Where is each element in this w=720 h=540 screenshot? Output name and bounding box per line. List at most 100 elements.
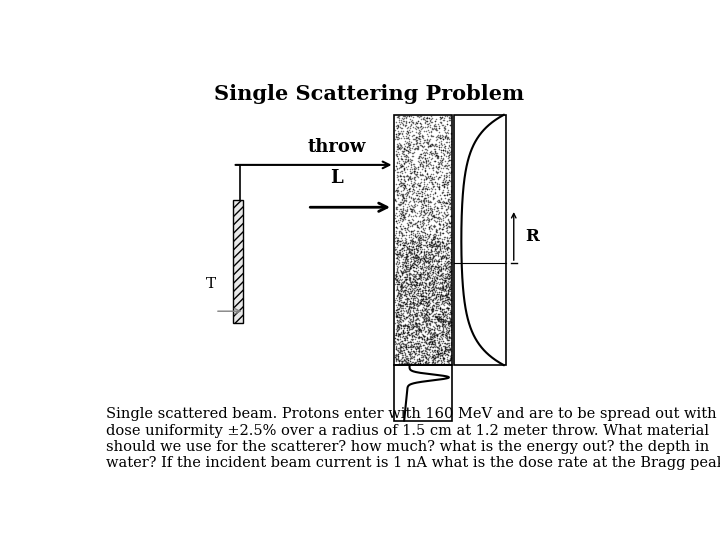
Point: [443, 304, 454, 313]
Point: [392, 184, 403, 192]
Point: [405, 278, 417, 287]
Point: [443, 320, 454, 329]
Point: [401, 225, 413, 234]
Point: [428, 174, 439, 183]
Point: [423, 345, 435, 353]
Point: [424, 252, 436, 261]
Point: [436, 314, 447, 323]
Point: [444, 156, 456, 165]
Point: [418, 215, 430, 224]
Point: [427, 303, 438, 312]
Point: [436, 305, 448, 314]
Point: [434, 134, 446, 143]
Point: [421, 208, 433, 217]
Point: [424, 325, 436, 334]
Point: [392, 249, 403, 258]
Point: [426, 338, 438, 346]
Point: [400, 194, 412, 202]
Point: [443, 171, 454, 180]
Point: [422, 272, 433, 280]
Point: [405, 321, 417, 329]
Point: [396, 178, 408, 186]
Point: [420, 126, 432, 135]
Point: [423, 278, 435, 286]
Point: [432, 264, 444, 272]
Point: [415, 351, 427, 360]
Point: [406, 227, 418, 235]
Point: [433, 257, 444, 266]
Point: [396, 236, 408, 245]
Point: [390, 211, 401, 219]
Point: [428, 301, 439, 309]
Point: [421, 301, 433, 310]
Point: [437, 254, 449, 263]
Point: [414, 307, 426, 316]
Point: [391, 159, 402, 167]
Point: [405, 112, 417, 120]
Point: [426, 335, 437, 344]
Point: [415, 236, 426, 245]
Point: [415, 344, 426, 353]
Point: [434, 267, 446, 275]
Point: [411, 330, 423, 339]
Point: [443, 237, 454, 246]
Point: [395, 123, 406, 132]
Point: [421, 242, 433, 251]
Point: [431, 204, 443, 213]
Point: [390, 354, 402, 363]
Point: [406, 144, 418, 153]
Point: [436, 211, 448, 219]
Point: [394, 119, 405, 128]
Point: [439, 316, 451, 325]
Point: [436, 295, 447, 303]
Point: [392, 355, 404, 364]
Point: [392, 355, 403, 364]
Point: [408, 219, 420, 228]
Point: [444, 247, 456, 256]
Point: [408, 274, 419, 282]
Point: [402, 321, 414, 330]
Point: [434, 305, 446, 314]
Point: [396, 268, 408, 277]
Point: [397, 341, 408, 350]
Point: [430, 247, 441, 255]
Point: [400, 171, 411, 180]
Point: [415, 308, 427, 317]
Point: [410, 281, 421, 290]
Point: [428, 266, 439, 274]
Point: [427, 305, 438, 314]
Point: [402, 220, 414, 229]
Point: [408, 292, 420, 301]
Point: [428, 329, 439, 338]
Point: [400, 300, 411, 308]
Point: [397, 316, 409, 325]
Point: [422, 211, 433, 220]
Point: [412, 308, 423, 317]
Point: [418, 157, 429, 165]
Point: [404, 185, 415, 193]
Point: [413, 259, 425, 267]
Point: [411, 172, 423, 180]
Point: [393, 329, 405, 338]
Point: [419, 154, 431, 163]
Point: [395, 306, 406, 315]
Point: [390, 273, 402, 281]
Point: [427, 306, 438, 315]
Point: [441, 313, 452, 322]
Point: [394, 199, 405, 208]
Point: [394, 312, 405, 321]
Point: [441, 282, 452, 291]
Point: [408, 341, 420, 350]
Point: [433, 237, 445, 246]
Point: [397, 127, 409, 136]
Point: [420, 147, 431, 156]
Point: [444, 339, 455, 347]
Point: [396, 301, 408, 310]
Point: [417, 340, 428, 349]
Point: [436, 132, 448, 141]
Point: [439, 349, 451, 357]
Point: [417, 215, 428, 224]
Point: [440, 262, 451, 271]
Point: [397, 354, 408, 362]
Point: [404, 272, 415, 281]
